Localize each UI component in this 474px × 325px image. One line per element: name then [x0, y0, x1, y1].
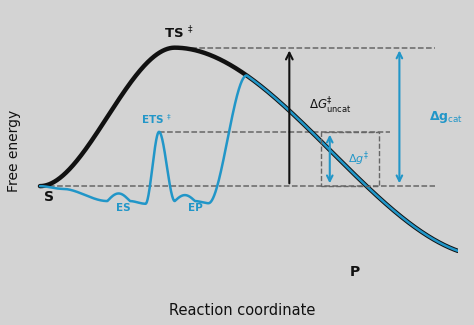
X-axis label: Reaction coordinate: Reaction coordinate [169, 303, 315, 318]
Text: $\Delta G^{\ddagger}_{\mathrm{uncat}}$: $\Delta G^{\ddagger}_{\mathrm{uncat}}$ [309, 96, 351, 116]
Bar [321, 132, 379, 186]
Y-axis label: Free energy: Free energy [7, 110, 21, 192]
Text: ES: ES [116, 203, 130, 213]
Text: TS $^{\!\ddagger}$: TS $^{\!\ddagger}$ [164, 24, 194, 41]
Text: S: S [45, 190, 55, 204]
Text: EP: EP [188, 203, 202, 213]
Text: ETS $^{\!\ddagger}$: ETS $^{\!\ddagger}$ [141, 112, 173, 126]
Text: $\mathbf{\Delta g}_{\mathrm{cat}}$: $\mathbf{\Delta g}_{\mathrm{cat}}$ [428, 109, 463, 125]
Text: $\Delta g^{\ddagger}$: $\Delta g^{\ddagger}$ [348, 150, 369, 168]
Text: P: P [349, 265, 360, 279]
